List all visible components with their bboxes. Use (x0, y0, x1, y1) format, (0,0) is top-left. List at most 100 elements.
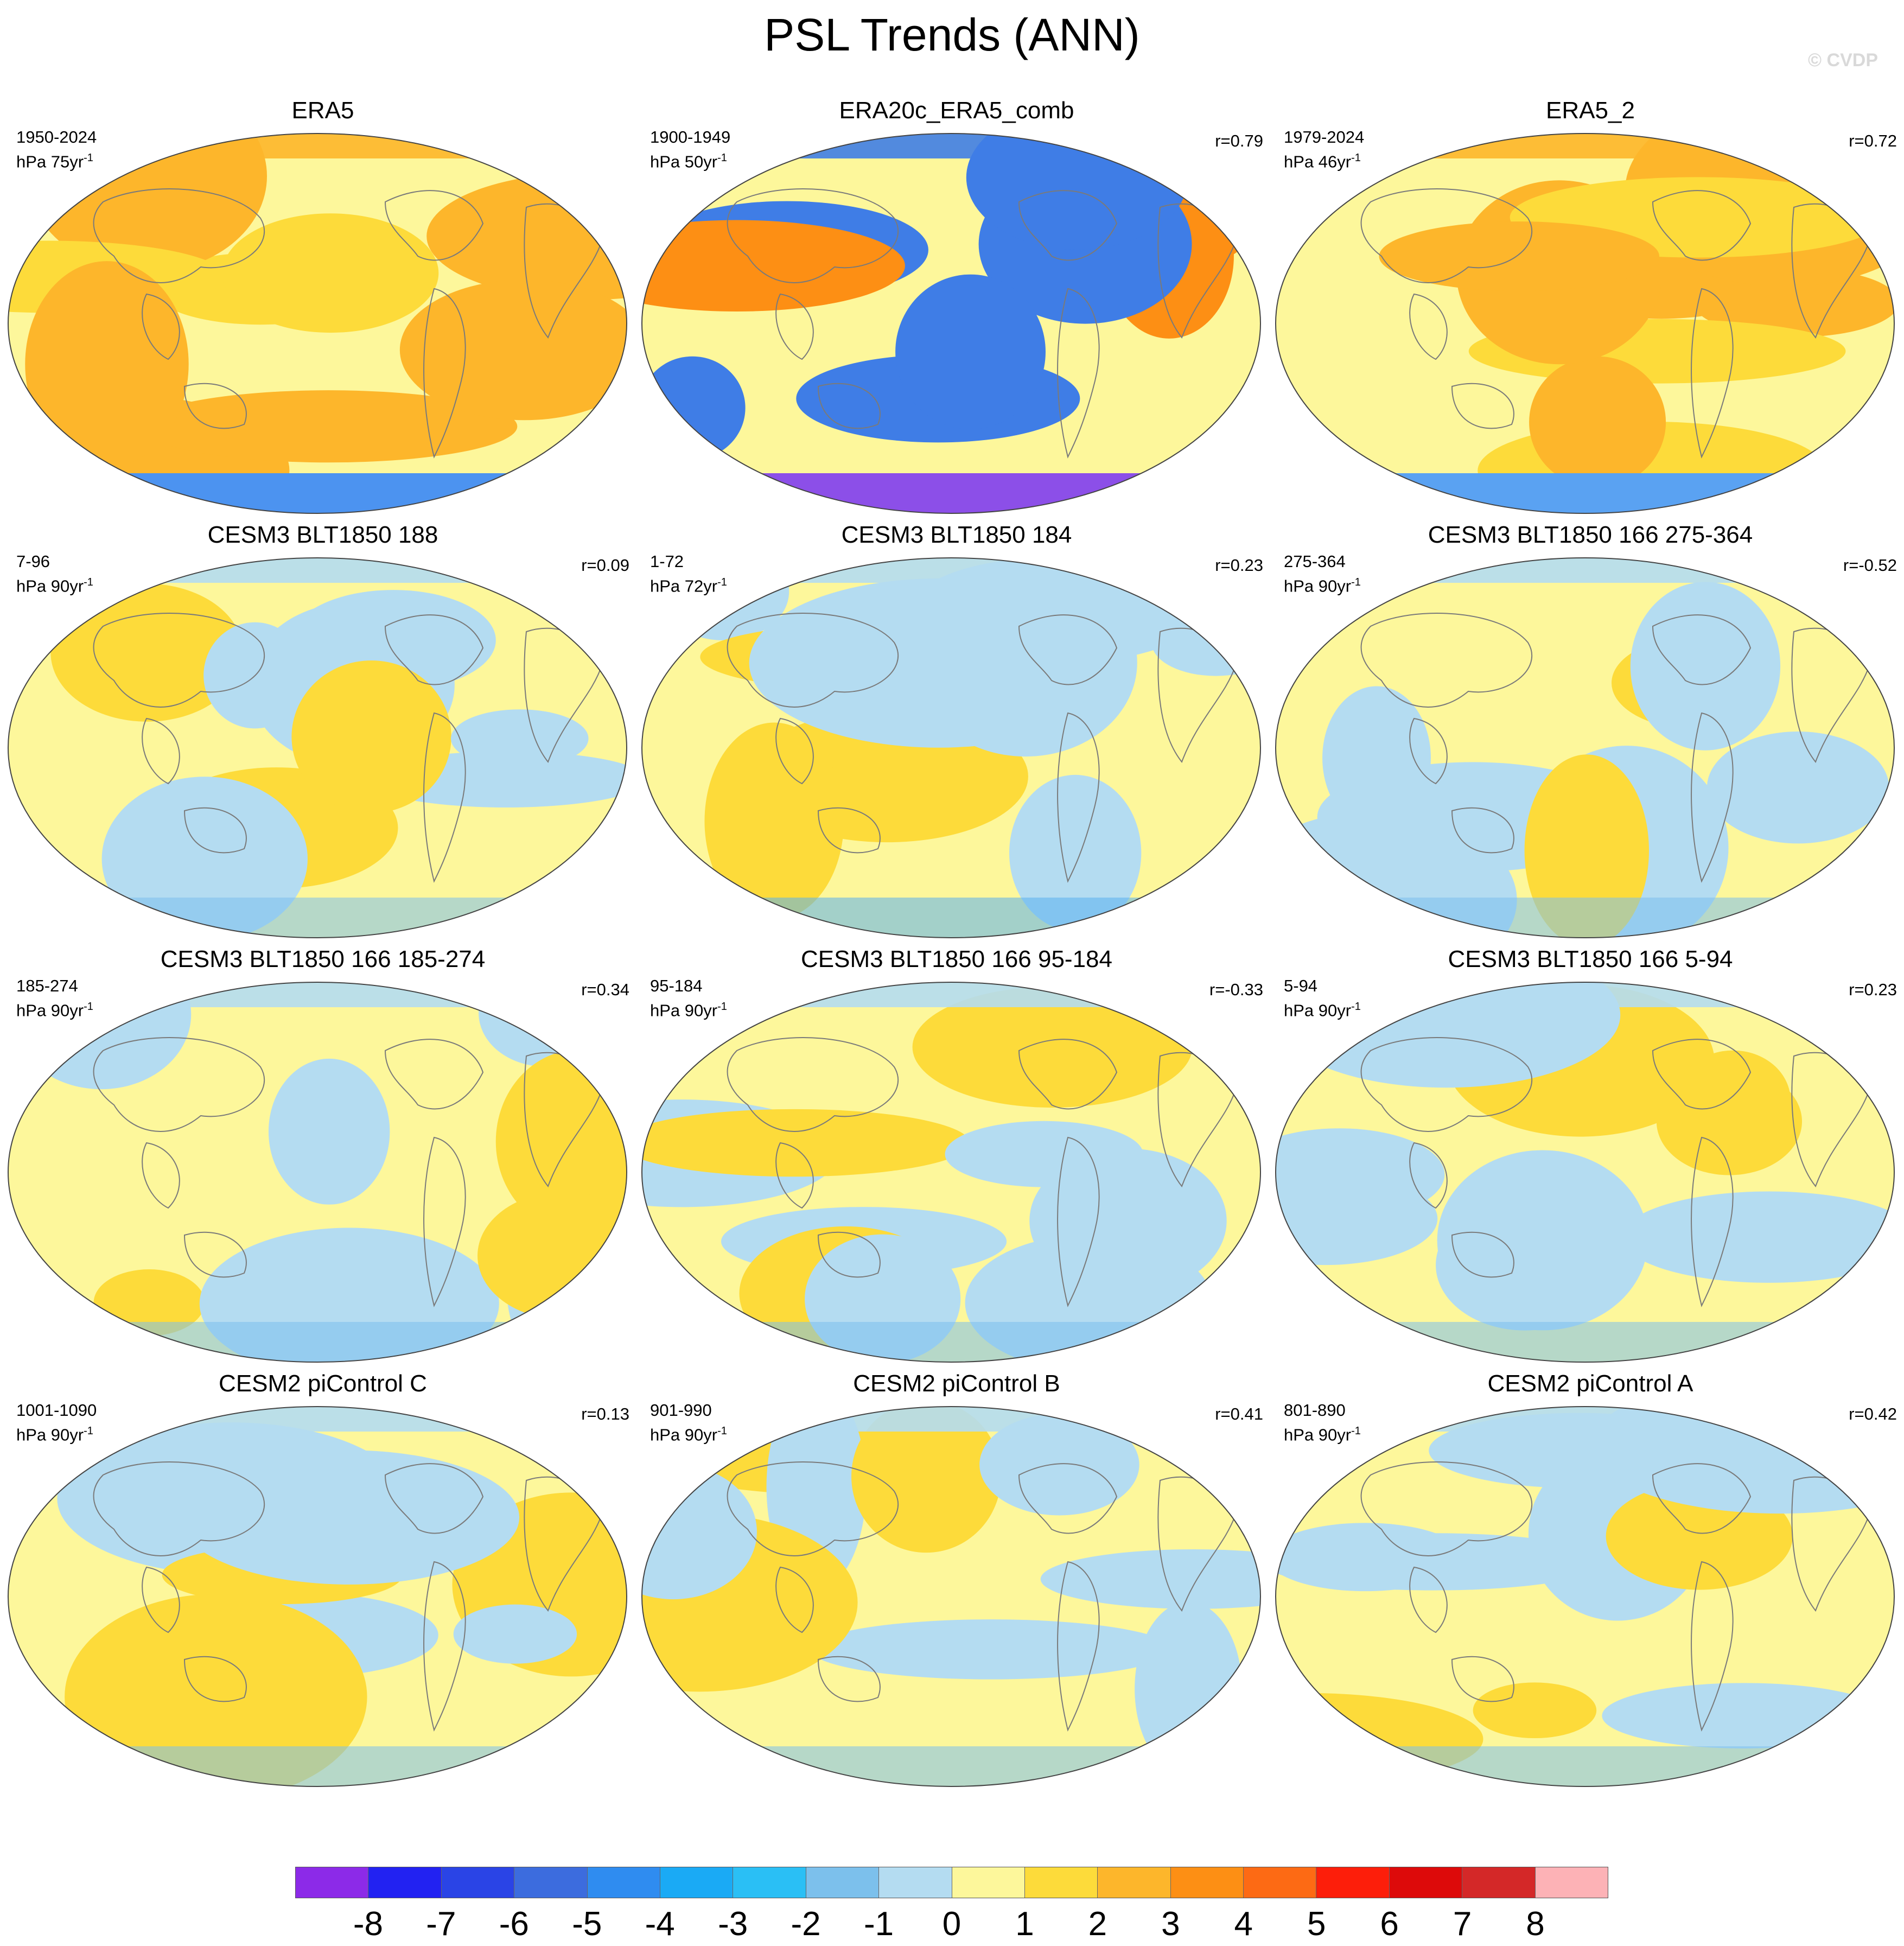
units-exponent: -1 (84, 1001, 93, 1013)
units-exponent: -1 (84, 576, 93, 588)
map-border (1275, 982, 1895, 1363)
colorbar-swatch (733, 1867, 806, 1898)
contour-region (642, 1513, 858, 1692)
period-units: 1-72 hPa 72yr-1 (650, 551, 727, 596)
units-exponent: -1 (1351, 1425, 1361, 1437)
contour-region (1276, 1523, 1463, 1592)
northern-band (642, 982, 1260, 1007)
pattern-correlation: r=0.09 (581, 556, 629, 575)
pattern-correlation: r=-0.33 (1209, 980, 1263, 999)
colorbar-swatch (806, 1867, 880, 1898)
coastline (1652, 1463, 1752, 1534)
colorbar-tick-label: 1 (1015, 1905, 1034, 1943)
pattern-correlation: r=0.41 (1215, 1404, 1263, 1423)
contour-region (1473, 1682, 1597, 1739)
coastline (1057, 288, 1100, 459)
coastline (183, 383, 247, 429)
pattern-correlation: r=-0.52 (1843, 556, 1897, 575)
pattern-correlation: r=0.13 (581, 1404, 629, 1423)
contour-region (749, 578, 1129, 748)
map-border (7, 982, 628, 1363)
robinson-map (641, 1406, 1262, 1787)
robinson-map (1275, 133, 1895, 514)
colorbar-swatch (296, 1867, 369, 1898)
colorbar-swatch (1024, 1867, 1098, 1898)
units-exponent: -1 (1351, 1001, 1361, 1013)
southern-band (1276, 473, 1894, 513)
panel-title: ERA5_2 (1546, 97, 1635, 124)
period-label: 801-890 (1284, 1401, 1346, 1420)
period-label: 185-274 (16, 976, 78, 995)
robinson-map (7, 557, 628, 938)
coastline (1360, 1461, 1532, 1556)
map-border (1275, 1406, 1895, 1787)
watermark: © CVDP (1808, 50, 1878, 71)
northern-band (8, 133, 627, 158)
units-exponent: -1 (84, 152, 93, 164)
northern-band (1276, 982, 1894, 1007)
pattern-correlation: r=0.72 (1849, 131, 1897, 150)
colorbar-swatch (368, 1867, 442, 1898)
map-panel: CESM3 BLT1850 166 185-274 185-274 hPa 90yr… (5, 944, 640, 1373)
contour-region (1009, 774, 1142, 932)
map-panel: CESM3 BLT1850 184 1-72 hPa 72yr-1 r=0.23 (639, 520, 1274, 949)
map-panel: CESM3 BLT1850 188 7-96 hPa 90yr-1 r=0.09 (5, 520, 640, 949)
contour-region (25, 261, 189, 467)
robinson-map (7, 1406, 628, 1787)
robinson-map (641, 557, 1262, 938)
units-text: hPa 72yr (650, 576, 718, 596)
period-label: 1-72 (650, 552, 684, 571)
panel-title: CESM3 BLT1850 166 95-184 (801, 946, 1112, 972)
robinson-map (641, 982, 1262, 1363)
colorbar-boxes (295, 1867, 1608, 1898)
coastline (1652, 614, 1752, 685)
pattern-correlation: r=0.23 (1215, 556, 1263, 575)
southern-band (8, 1746, 627, 1786)
southern-band (1276, 898, 1894, 938)
northern-band (8, 558, 627, 583)
map-panel: CESM3 BLT1850 166 95-184 95-184 hPa 90yr-1… (639, 944, 1274, 1373)
coastline (727, 188, 899, 283)
southern-band (642, 1322, 1260, 1362)
units-label: hPa 90yr-1 (1284, 996, 1361, 1021)
contour-region (1040, 1549, 1260, 1609)
panel-title: CESM3 BLT1850 166 185-274 (160, 946, 486, 972)
map-border (1275, 133, 1895, 514)
coastline (384, 1463, 484, 1534)
contour-region (399, 279, 627, 421)
contour-region (50, 583, 244, 722)
colorbar-tick-label: -3 (718, 1905, 748, 1943)
units-label: hPa 90yr-1 (650, 1421, 727, 1445)
northern-band (1276, 133, 1894, 158)
coastline (1451, 1656, 1514, 1702)
units-text: hPa 90yr (16, 1001, 84, 1020)
pattern-correlation: r=0.79 (1215, 131, 1263, 150)
coastline (1018, 190, 1118, 261)
colorbar-swatch (1535, 1867, 1608, 1898)
contour-region (27, 133, 268, 272)
coastline (775, 717, 814, 785)
coastline (384, 614, 484, 685)
coastline (183, 807, 247, 854)
units-label: hPa 90yr-1 (16, 996, 93, 1021)
southern-band (1276, 1746, 1894, 1786)
colorbar-tick-label: -4 (645, 1905, 675, 1943)
period-units: 1900-1949 hPa 50yr-1 (650, 127, 730, 172)
coastline (142, 1142, 180, 1209)
contour-region (1621, 1191, 1894, 1283)
contour-region (851, 1407, 1001, 1553)
map-border (1275, 557, 1895, 938)
panel-title: CESM3 BLT1850 188 (207, 522, 438, 548)
coastline (1691, 288, 1734, 459)
coastline (142, 717, 180, 785)
contour-region (1379, 221, 1660, 291)
map-border (7, 1406, 628, 1787)
northern-band (642, 1407, 1260, 1432)
period-label: 275-364 (1284, 552, 1346, 571)
coastline (93, 1461, 265, 1556)
coastline (817, 1231, 881, 1278)
panel-title: CESM3 BLT1850 166 5-94 (1448, 946, 1733, 972)
period-label: 7-96 (16, 552, 50, 571)
contour-region (222, 213, 439, 333)
colorbar-swatch (1098, 1867, 1171, 1898)
